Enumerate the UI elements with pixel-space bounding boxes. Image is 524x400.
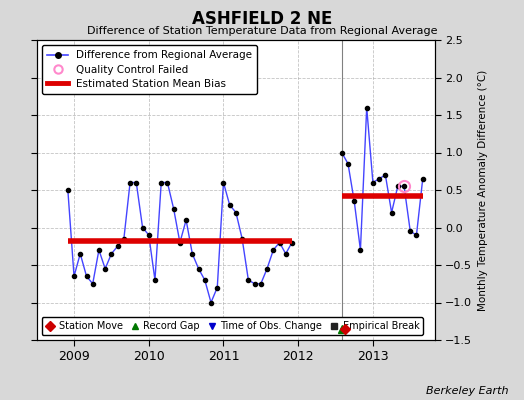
Text: Berkeley Earth: Berkeley Earth (426, 386, 508, 396)
Text: Difference of Station Temperature Data from Regional Average: Difference of Station Temperature Data f… (87, 26, 437, 36)
Y-axis label: Monthly Temperature Anomaly Difference (°C): Monthly Temperature Anomaly Difference (… (478, 69, 488, 311)
Legend: Station Move, Record Gap, Time of Obs. Change, Empirical Break: Station Move, Record Gap, Time of Obs. C… (41, 317, 423, 335)
Text: ASHFIELD 2 NE: ASHFIELD 2 NE (192, 10, 332, 28)
